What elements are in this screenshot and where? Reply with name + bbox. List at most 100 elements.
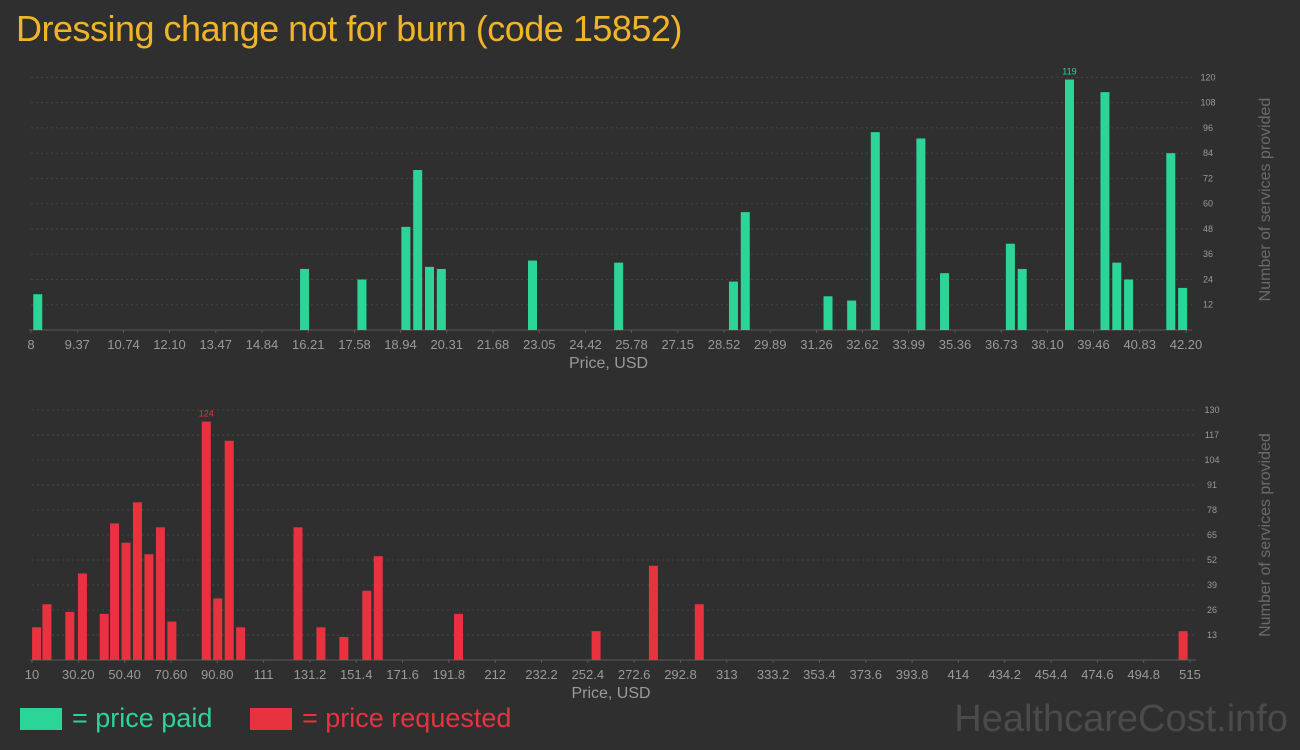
x-tick-label: 10 — [25, 667, 39, 682]
bar — [144, 554, 154, 660]
x-tick-label: 31.26 — [800, 337, 833, 352]
y-tick-label: 108 — [1200, 98, 1215, 108]
bar — [614, 262, 624, 330]
x-tick-label: 27.15 — [661, 337, 694, 352]
x-tick-label: 70.60 — [155, 667, 188, 682]
x-tick-label: 20.31 — [430, 337, 463, 352]
x-tick-label: 33.99 — [892, 337, 925, 352]
bar — [1178, 287, 1188, 330]
x-tick-label: 24.42 — [569, 337, 602, 352]
bar — [1166, 153, 1176, 330]
x-tick-label: 212 — [484, 667, 506, 682]
bar — [121, 542, 131, 660]
bar — [65, 611, 75, 660]
price-paid-chart: 12 24 36 48 60 72 84 96 108 120 8 9.37 10.74 12.10 13.… — [27, 67, 1274, 372]
x-tick-label: 28.52 — [708, 337, 741, 352]
bar — [132, 502, 142, 660]
x-axis-title: Price, USD — [569, 355, 648, 372]
x-tick-label: 36.73 — [985, 337, 1018, 352]
max-value-label: 119 — [1062, 67, 1076, 77]
bar — [224, 440, 234, 660]
x-tick-label: 16.21 — [292, 337, 325, 352]
bar — [528, 260, 538, 330]
y-tick-label: 13 — [1207, 630, 1217, 640]
x-tick-label: 494.8 — [1127, 667, 1160, 682]
x-tick-label: 21.68 — [477, 337, 510, 352]
x-tick-label: 25.78 — [615, 337, 648, 352]
max-value-label: 124 — [199, 409, 214, 419]
x-tick-label: 111 — [254, 667, 274, 682]
bar — [1178, 631, 1188, 660]
y-tick-label: 48 — [1203, 224, 1213, 234]
x-tick-label: 38.10 — [1031, 337, 1064, 352]
x-tick-label: 292.8 — [664, 667, 697, 682]
bar — [940, 273, 950, 330]
bar — [916, 138, 926, 330]
bar — [77, 573, 87, 660]
bar — [357, 279, 367, 330]
x-tick-label: 30.20 — [62, 667, 95, 682]
bar — [1064, 79, 1074, 330]
x-tick-label: 35.36 — [939, 337, 972, 352]
y-tick-label: 117 — [1205, 430, 1219, 440]
bar — [201, 421, 211, 660]
x-tick-label: 333.2 — [757, 667, 790, 682]
legend-label-paid: = price paid — [72, 703, 213, 733]
x-tick-label: 39.46 — [1077, 337, 1110, 352]
bar — [300, 268, 310, 330]
bar — [401, 226, 411, 330]
x-tick-label: 373.6 — [849, 667, 882, 682]
bar — [42, 604, 52, 660]
x-tick-label: 12.10 — [153, 337, 186, 352]
price-requested-chart: 13 26 39 52 65 78 91 104 117 130 10 30.20 50.40 70.60… — [25, 405, 1274, 700]
bar — [293, 527, 303, 660]
bar — [847, 300, 857, 330]
bar — [591, 631, 601, 660]
x-tick-label: 474.6 — [1081, 667, 1114, 682]
page-title: Dressing change not for burn (code 15852… — [16, 8, 682, 49]
x-tick-label: 393.8 — [896, 667, 929, 682]
x-tick-label: 414 — [948, 667, 970, 682]
bar — [1005, 243, 1015, 330]
x-tick-label: 14.84 — [246, 337, 279, 352]
bar — [33, 294, 43, 330]
x-tick-label: 40.83 — [1123, 337, 1156, 352]
y-tick-label: 65 — [1207, 530, 1217, 540]
bar — [648, 565, 658, 660]
bar — [1112, 262, 1122, 330]
x-tick-label: 8 — [27, 337, 34, 352]
y-tick-label: 72 — [1203, 173, 1213, 183]
x-tick-label: 353.4 — [803, 667, 836, 682]
y-tick-label: 36 — [1203, 249, 1213, 259]
y-tick-label: 84 — [1203, 148, 1213, 158]
x-tick-label: 171.6 — [386, 667, 419, 682]
bar — [99, 613, 109, 660]
bar — [425, 266, 435, 330]
y-tick-label: 91 — [1207, 480, 1217, 490]
x-tick-label: 252.4 — [572, 667, 605, 682]
x-tick-label: 32.62 — [846, 337, 879, 352]
x-tick-label: 191.8 — [433, 667, 466, 682]
x-tick-label: 454.4 — [1035, 667, 1068, 682]
legend-swatch-paid — [20, 707, 62, 730]
legend-swatch-requested — [250, 707, 292, 730]
legend-price-requested: = price requested — [250, 703, 511, 734]
y-tick-label: 120 — [1200, 72, 1215, 82]
bar — [740, 212, 750, 330]
y-tick-label: 60 — [1203, 199, 1213, 209]
x-tick-label: 13.47 — [199, 337, 232, 352]
bar — [316, 627, 326, 660]
bar — [155, 527, 165, 660]
x-tick-label: 9.37 — [65, 337, 90, 352]
x-tick-label: 272.6 — [618, 667, 651, 682]
y-tick-label: 39 — [1207, 580, 1217, 590]
x-tick-label: 434.2 — [988, 667, 1021, 682]
bar — [1100, 92, 1110, 330]
y-tick-label: 130 — [1204, 405, 1219, 415]
legend-label-requested: = price requested — [302, 703, 512, 733]
watermark: HealthcareCost.info — [954, 698, 1288, 740]
y-tick-label: 24 — [1203, 274, 1213, 284]
bar — [339, 636, 349, 660]
x-tick-label: 18.94 — [384, 337, 417, 352]
x-tick-label: 23.05 — [523, 337, 556, 352]
